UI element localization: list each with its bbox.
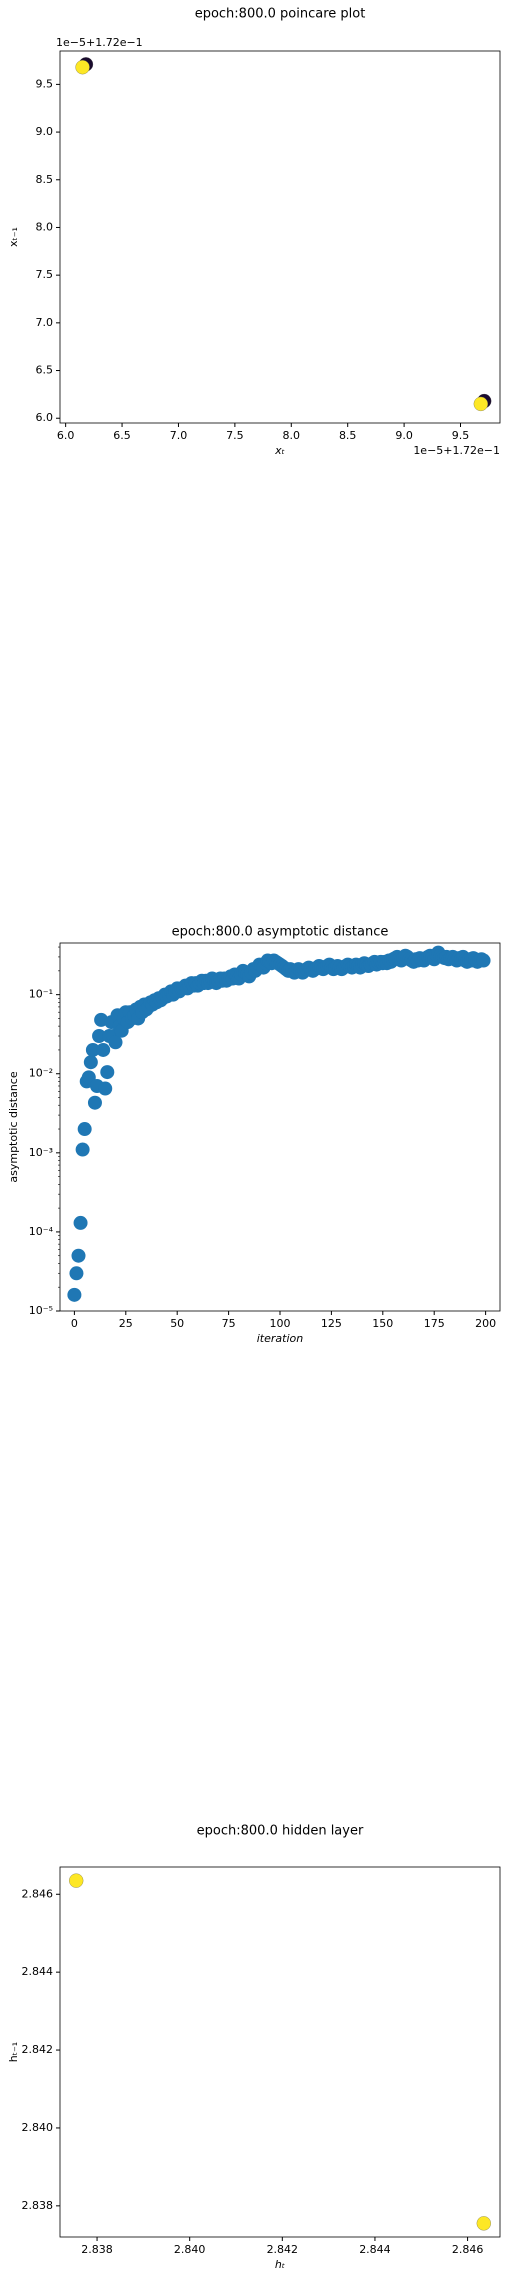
point	[69, 1873, 84, 1888]
point	[75, 1142, 90, 1157]
point	[77, 1122, 92, 1137]
y-tick-label: 7.0	[36, 316, 54, 329]
point	[473, 396, 488, 412]
y-tick-label: 8.0	[36, 220, 54, 233]
x-tick-label: 2.846	[452, 2243, 484, 2256]
y-tick-label: 10⁻³	[29, 1146, 53, 1159]
plot-area	[59, 942, 501, 1312]
x-tick-label: 0	[71, 1317, 78, 1330]
x-tick-label: 6.5	[113, 429, 131, 442]
y-tick-label: 9.5	[36, 77, 54, 90]
point	[100, 1065, 115, 1080]
x-tick-label: 2.840	[174, 2243, 206, 2256]
x-tick-label: 2.844	[359, 2243, 391, 2256]
point	[69, 1266, 84, 1281]
y-tick-label: 10⁻⁴	[29, 1225, 54, 1238]
point	[71, 1248, 86, 1263]
x-tick-label: 150	[372, 1317, 393, 1330]
x-tick-label: 75	[222, 1317, 236, 1330]
x-tick-label: 8.0	[283, 429, 301, 442]
x-tick-label: 50	[170, 1317, 184, 1330]
y-tick-label: 9.0	[36, 125, 54, 138]
chart-title: epoch:800.0 hidden layer	[197, 1824, 364, 1839]
point	[98, 1081, 113, 1096]
y-tick-label: 2.844	[22, 1965, 54, 1978]
point	[85, 1042, 100, 1057]
x-axis-label: xₜ	[274, 444, 285, 457]
chart-title: epoch:800.0 poincare plot	[195, 7, 366, 22]
y-tick-label: 6.5	[36, 364, 54, 377]
x-tick-label: 25	[119, 1317, 133, 1330]
x-tick-label: 9.0	[395, 429, 413, 442]
point	[87, 1095, 102, 1110]
x-tick-label: 125	[321, 1317, 342, 1330]
x-offset-text: 1e−5+1.72e−1	[413, 444, 500, 457]
x-tick-label: 7.0	[170, 429, 188, 442]
x-tick-label: 175	[424, 1317, 445, 1330]
x-tick-label: 2.838	[81, 2243, 113, 2256]
x-tick-label: 8.5	[339, 429, 357, 442]
y-tick-label: 2.838	[22, 2199, 54, 2212]
x-axis-label: hₜ	[275, 2258, 285, 2269]
plot-area	[59, 50, 501, 424]
y-tick-label: 2.840	[22, 2121, 54, 2134]
x-tick-label: 200	[475, 1317, 496, 1330]
y-axis-label: asymptotic distance	[7, 1071, 20, 1182]
y-tick-label: 10⁻²	[29, 1067, 53, 1080]
point	[476, 2216, 491, 2231]
y-axis-label: hₜ₋₁	[7, 2042, 20, 2062]
point	[83, 1055, 98, 1070]
plot-area	[59, 1866, 501, 2238]
y-tick-label: 2.846	[22, 1887, 54, 1900]
y-tick-label: 6.0	[36, 411, 54, 424]
y-tick-label: 7.5	[36, 268, 54, 281]
y-tick-label: 2.842	[22, 2043, 54, 2056]
x-tick-label: 2.842	[267, 2243, 299, 2256]
x-tick-label: 7.5	[226, 429, 244, 442]
y-tick-label: 10⁻⁵	[29, 1304, 53, 1317]
y-tick-label: 8.5	[36, 173, 54, 186]
point	[75, 60, 90, 75]
point	[96, 1042, 111, 1057]
point	[108, 1035, 123, 1050]
x-tick-label: 6.0	[57, 429, 75, 442]
x-tick-label: 9.5	[452, 429, 470, 442]
x-axis-label: iteration	[257, 1332, 303, 1345]
point	[73, 1215, 88, 1230]
y-offset-text: 1e−5+1.72e−1	[56, 36, 143, 49]
point	[67, 1287, 82, 1302]
y-tick-label: 10⁻¹	[29, 988, 53, 1001]
y-axis-label: xₜ₋₁	[7, 227, 20, 247]
chart-title: epoch:800.0 asymptotic distance	[172, 925, 389, 940]
point	[476, 953, 491, 968]
x-tick-label: 100	[270, 1317, 291, 1330]
point	[92, 1029, 107, 1044]
